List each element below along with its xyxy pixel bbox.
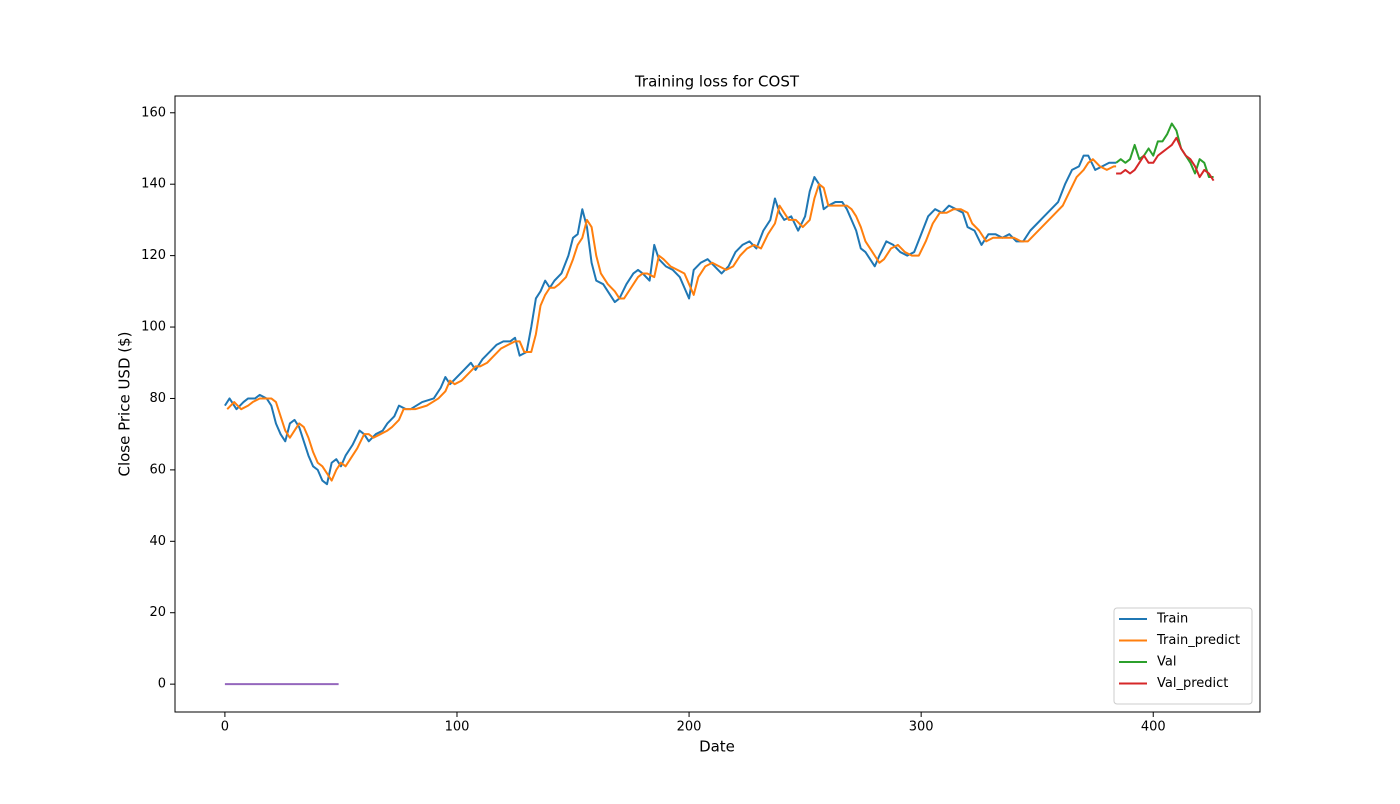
line-series bbox=[226, 158, 1117, 482]
line-series bbox=[1115, 122, 1214, 179]
y-tick-label: 80 bbox=[149, 391, 166, 406]
y-tick-label: 20 bbox=[149, 605, 166, 620]
legend-label: Train_predict bbox=[1156, 633, 1240, 648]
x-tick-label: 100 bbox=[445, 720, 470, 735]
line-series bbox=[224, 154, 1117, 486]
y-tick-label: 40 bbox=[149, 534, 166, 549]
chart-title: Training loss for COST bbox=[634, 73, 800, 91]
y-axis-label: Close Price USD ($) bbox=[116, 331, 134, 476]
x-tick-label: 200 bbox=[677, 720, 702, 735]
legend-label: Train bbox=[1156, 612, 1188, 627]
legend-label: Val bbox=[1157, 655, 1176, 670]
y-tick-label: 140 bbox=[141, 177, 166, 192]
y-tick-label: 100 bbox=[141, 320, 166, 335]
y-tick-label: 160 bbox=[141, 105, 166, 120]
y-tick-label: 120 bbox=[141, 248, 166, 263]
x-tick-label: 300 bbox=[909, 720, 934, 735]
line-series bbox=[1116, 136, 1215, 182]
legend-label: Val_predict bbox=[1157, 676, 1228, 691]
x-axis-label: Date bbox=[699, 738, 735, 756]
legend-box bbox=[1113, 607, 1253, 705]
x-tick-label: 400 bbox=[1141, 720, 1166, 735]
y-tick-label: 0 bbox=[158, 677, 166, 692]
x-tick-label: 0 bbox=[221, 720, 229, 735]
plot-frame bbox=[174, 95, 1261, 713]
y-tick-label: 60 bbox=[149, 462, 166, 477]
